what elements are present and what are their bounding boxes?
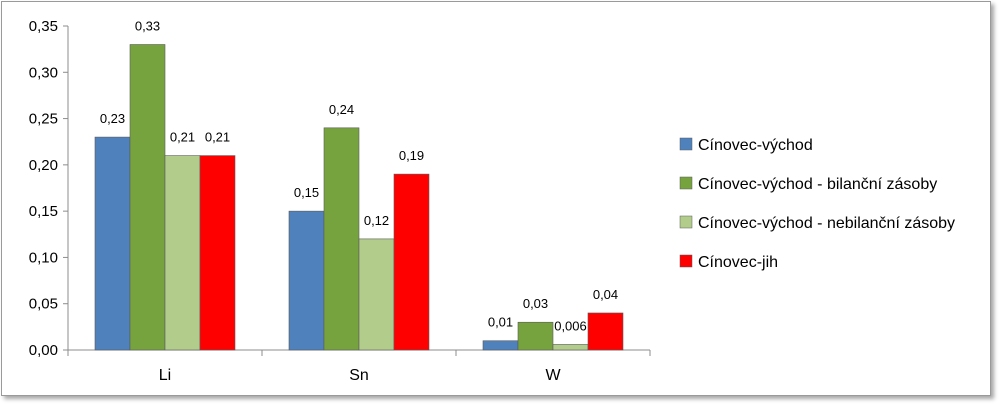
bar — [164, 155, 201, 351]
bar — [94, 136, 131, 351]
data-label: 0,12 — [364, 213, 389, 228]
data-label: 0,21 — [205, 130, 230, 145]
x-axis: Li Sn W — [67, 349, 651, 384]
x-category-label: W — [545, 367, 561, 384]
bars — [94, 44, 624, 351]
data-labels: 0,23 0,33 0,21 0,21 0,15 0,24 0,12 0,19 0,01 0,03… — [100, 19, 618, 334]
legend-swatch — [679, 176, 693, 190]
y-tick-label: 0,05 — [29, 296, 58, 313]
data-label: 0,24 — [329, 102, 354, 117]
bar — [393, 173, 430, 351]
legend-label: Cínovec-východ - bilanční zásoby — [698, 176, 937, 193]
data-label: 0,15 — [294, 185, 319, 200]
legend-label: Cínovec-východ — [698, 137, 813, 154]
legend-label: Cínovec-jih — [698, 254, 778, 271]
data-label: 0,01 — [488, 315, 513, 330]
bar — [358, 238, 395, 351]
legend-swatch — [679, 254, 693, 268]
y-tick-label: 0,30 — [29, 64, 58, 81]
y-tick-label: 0,10 — [29, 249, 58, 266]
bar — [552, 344, 589, 351]
legend-swatch — [679, 137, 693, 151]
bar — [323, 127, 360, 351]
bar — [199, 155, 236, 351]
data-label: 0,03 — [523, 296, 548, 311]
data-label: 0,006 — [554, 318, 587, 333]
data-label: 0,21 — [170, 130, 195, 145]
legend-swatch — [679, 215, 693, 229]
bar — [288, 210, 325, 351]
y-tick-label: 0,15 — [29, 203, 58, 220]
y-tick-label: 0,00 — [29, 342, 58, 359]
data-label: 0,23 — [100, 111, 125, 126]
bar — [517, 321, 554, 351]
bar — [129, 44, 166, 351]
bar — [482, 340, 519, 351]
y-tick-label: 0,20 — [29, 157, 58, 174]
bar — [587, 312, 624, 351]
x-category-label: Li — [159, 367, 171, 384]
data-label: 0,33 — [135, 19, 160, 34]
legend: Cínovec-východ Cínovec-východ - bilanční … — [679, 137, 955, 271]
y-axis: 0,00 0,05 0,10 0,15 0,20 0,25 0,30 0,35 — [29, 18, 69, 359]
data-label: 0,19 — [399, 148, 424, 163]
legend-label: Cínovec-východ - nebilanční zásoby — [698, 215, 955, 232]
y-tick-label: 0,35 — [29, 18, 58, 35]
data-label: 0,04 — [593, 287, 618, 302]
y-tick-label: 0,25 — [29, 111, 58, 128]
x-category-label: Sn — [349, 367, 369, 384]
